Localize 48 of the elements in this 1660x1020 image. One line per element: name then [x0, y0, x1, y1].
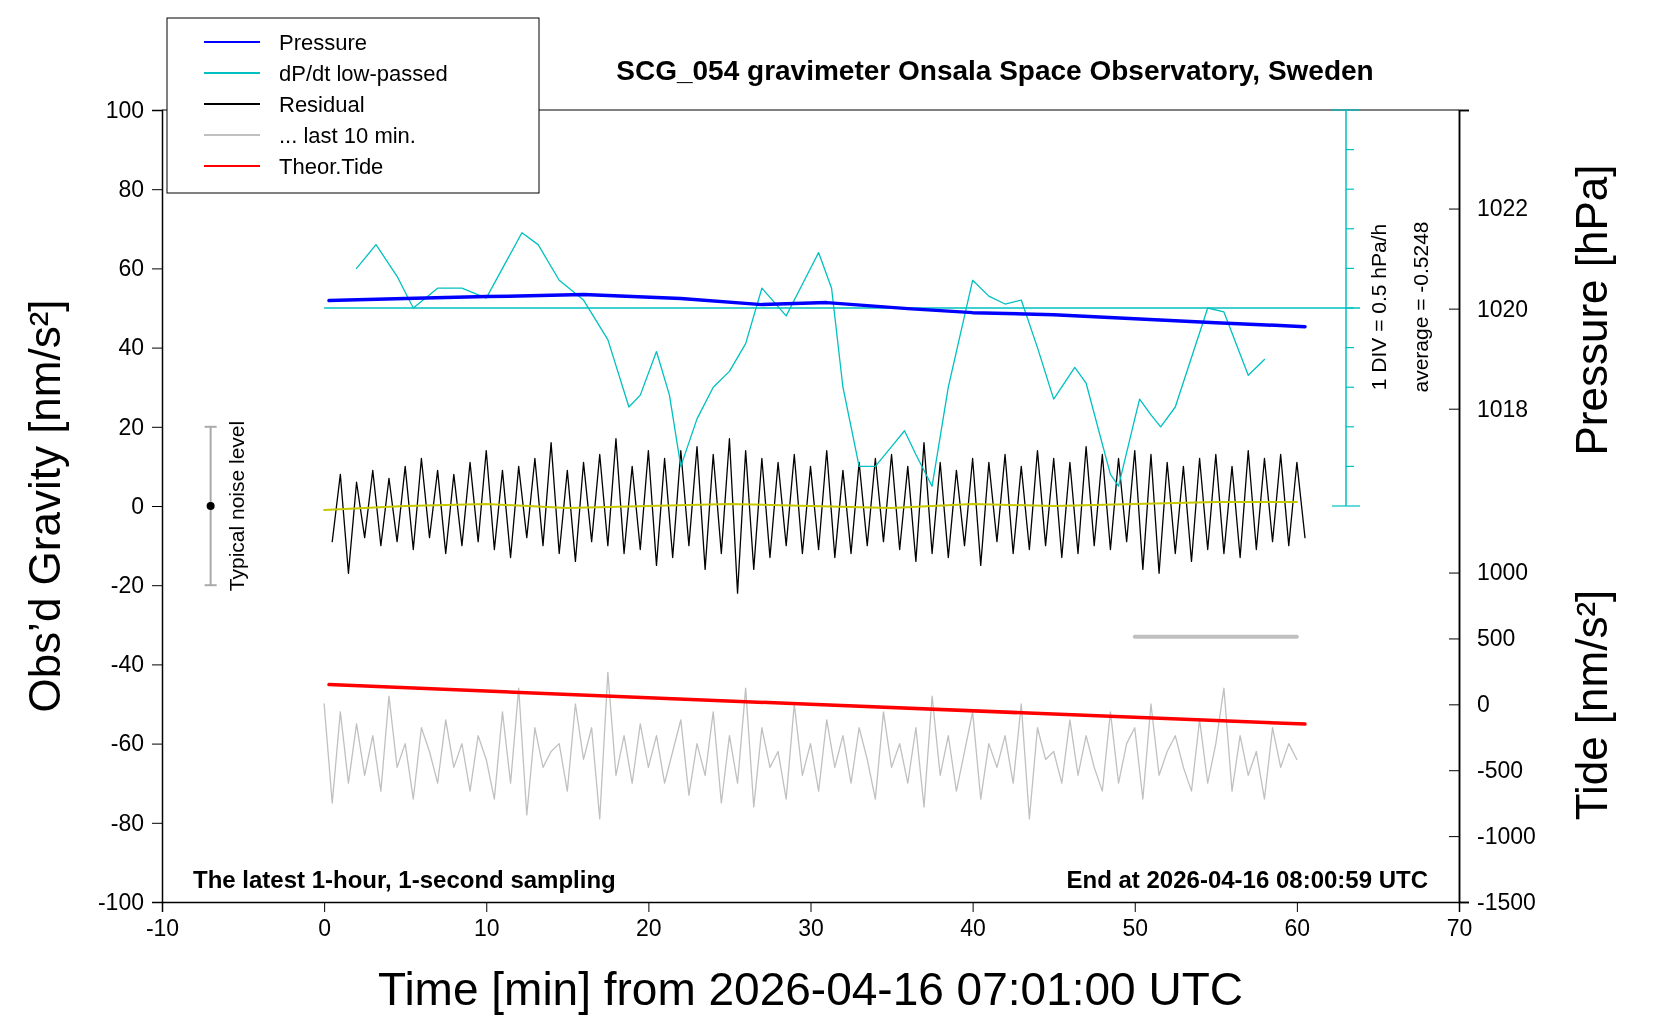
- annotation: 1 DIV = 0.5 hPa/h: [1367, 223, 1390, 391]
- y3-tick-label: 1000: [1477, 559, 1529, 586]
- x-tick-label: 20: [636, 915, 662, 942]
- y2-axis-title: Pressure [hPa]: [1567, 164, 1616, 456]
- y3-tick-label: -1000: [1477, 822, 1536, 849]
- y-tick-label: -20: [110, 572, 144, 599]
- y-tick-label: 80: [118, 176, 144, 203]
- x-tick-label: 70: [1446, 915, 1473, 942]
- legend-label: Theor.Tide: [279, 154, 384, 179]
- y-tick-label: -40: [110, 651, 144, 678]
- legend-label: ... last 10 min.: [279, 123, 416, 148]
- x-tick-label: 60: [1284, 915, 1311, 942]
- annotation: average = -0.5248: [1409, 221, 1432, 393]
- y-tick-label: 0: [131, 492, 144, 519]
- legend-label: dP/dt low-passed: [279, 61, 448, 86]
- line-series: [323, 501, 1298, 511]
- y-tick-label: -80: [110, 809, 144, 836]
- chart-title: SCG_054 gravimeter Onsala Space Observatory, Sweden: [616, 55, 1374, 86]
- y-axis-title: Obs’d Gravity [nm/s²]: [20, 299, 69, 713]
- y3-axis-title: Tide [nm/s²]: [1567, 589, 1616, 821]
- y3-tick-label: -500: [1477, 757, 1524, 784]
- y-tick-label: 40: [118, 334, 144, 361]
- legend-label: Residual: [279, 92, 365, 117]
- x-tick-label: 30: [798, 915, 824, 942]
- y2-tick-label: 1020: [1477, 295, 1529, 322]
- y-tick-label: -100: [97, 888, 144, 915]
- line-series: [323, 671, 1298, 820]
- x-tick-label: 0: [318, 915, 332, 942]
- annotation: Typical noise level: [225, 420, 248, 592]
- y2-tick-label: 1022: [1477, 195, 1529, 222]
- annotation: The latest 1-hour, 1-second sampling: [193, 866, 616, 893]
- y2-tick-label: 1018: [1477, 395, 1529, 422]
- y-tick-label: 20: [118, 413, 144, 440]
- y-tick-label: 100: [105, 96, 144, 123]
- x-axis-title: Time [min] from 2026-04-16 07:01:00 UTC: [378, 963, 1243, 1015]
- y3-tick-label: 0: [1477, 691, 1490, 718]
- y-tick-label: 60: [118, 255, 144, 282]
- line-series: [331, 438, 1306, 594]
- y-tick-label: -60: [110, 730, 144, 757]
- legend-label: Pressure: [279, 30, 368, 55]
- y3-tick-label: -1500: [1477, 888, 1536, 915]
- x-tick-label: 50: [1122, 915, 1149, 942]
- x-tick-label: -10: [145, 915, 180, 942]
- line-series: [327, 292, 1307, 329]
- x-tick-label: 10: [473, 915, 500, 942]
- x-tick-label: 40: [960, 915, 986, 942]
- y3-tick-label: 500: [1477, 625, 1516, 652]
- annotation: End at 2026-04-16 08:00:59 UTC: [1066, 866, 1428, 893]
